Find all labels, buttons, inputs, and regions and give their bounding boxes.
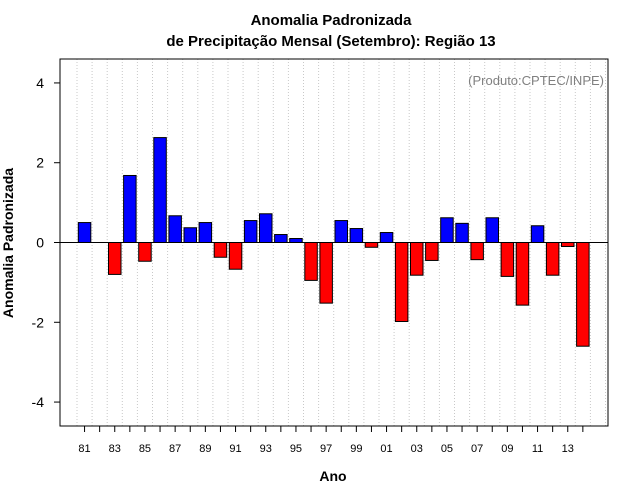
x-tick-label: 09 — [501, 443, 513, 455]
bar-00 — [364, 242, 379, 248]
x-tick-label: 85 — [139, 443, 151, 455]
y-tick-label: 0 — [36, 235, 44, 251]
bar-07 — [470, 242, 484, 261]
x-tick-label: 07 — [471, 443, 483, 455]
x-axis-title: Ano — [319, 468, 346, 484]
x-tick-label: 97 — [320, 443, 332, 455]
x-tick-label: 89 — [199, 443, 211, 455]
bar-02 — [394, 242, 409, 322]
bar-97 — [319, 242, 333, 304]
x-tick-label: 87 — [169, 443, 181, 455]
bar-13 — [561, 242, 575, 247]
bar-99 — [349, 228, 364, 243]
chart-title-line1: Anomalia Padronizada — [251, 12, 413, 29]
bar-04 — [425, 242, 439, 261]
bar-94 — [274, 234, 288, 244]
bar-05 — [440, 217, 454, 244]
y-tick-label: 2 — [36, 155, 44, 171]
bar-83 — [108, 242, 122, 275]
bar-84 — [123, 174, 137, 243]
x-tick-label: 03 — [411, 443, 423, 455]
bar-81 — [77, 222, 92, 244]
bar-14 — [576, 242, 590, 347]
bar-89 — [198, 222, 213, 244]
bar-11 — [530, 225, 545, 243]
bar-88 — [183, 227, 197, 244]
bar-09 — [500, 242, 515, 277]
x-tick-label: 99 — [350, 443, 362, 455]
bar-90 — [213, 242, 228, 258]
bar-92 — [243, 220, 258, 244]
bar-98 — [334, 220, 348, 244]
y-tick-label: 4 — [36, 75, 44, 91]
credit-text: (Produto:CPTEC/INPE) — [468, 73, 604, 88]
x-tick-label: 11 — [532, 443, 543, 455]
x-axis: 81 83 85 87 89 91 93 95 97 99 01 03 05 07 09 11 13 — [78, 426, 584, 455]
bar-10 — [515, 242, 530, 306]
x-tick-label: 91 — [229, 443, 241, 455]
x-tick-label: 05 — [441, 443, 453, 455]
bar-86 — [153, 137, 167, 244]
bars — [77, 137, 590, 347]
y-axis: -4 -2 0 2 4 — [32, 75, 60, 410]
bar-08 — [485, 217, 499, 244]
bar-12 — [545, 242, 560, 276]
x-tick-label: 81 — [78, 443, 90, 455]
x-tick-label: 93 — [260, 443, 272, 455]
y-tick-label: -2 — [32, 314, 45, 330]
x-tick-label: 95 — [290, 443, 302, 455]
x-tick-label: 13 — [562, 443, 574, 455]
x-tick-label: 83 — [109, 443, 121, 455]
y-axis-title: Anomalia Padronizada — [0, 168, 16, 318]
chart-title-line2: de Precipitação Mensal (Setembro): Regiã… — [166, 33, 495, 50]
bar-85 — [138, 242, 152, 262]
bar-91 — [228, 242, 243, 270]
bar-95 — [289, 238, 303, 243]
bar-03 — [410, 242, 424, 276]
bar-06 — [455, 222, 469, 243]
x-tick-label: 01 — [380, 443, 392, 455]
bar-87 — [168, 215, 182, 244]
bar-93 — [259, 213, 273, 243]
bar-01 — [379, 232, 394, 244]
y-tick-label: -4 — [32, 394, 45, 410]
bar-96 — [304, 242, 318, 281]
